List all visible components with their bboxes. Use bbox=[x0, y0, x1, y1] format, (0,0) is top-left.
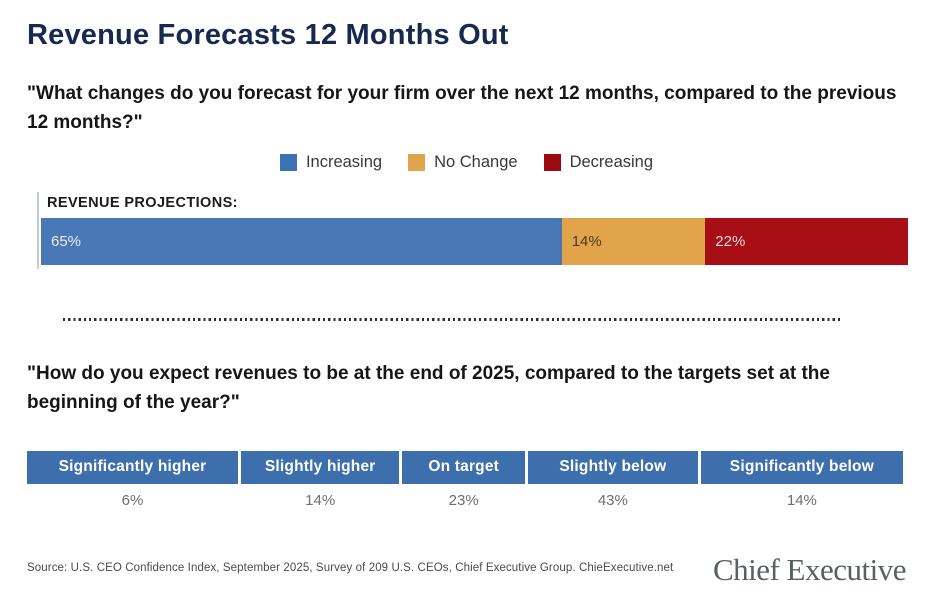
bar-segment-decreasing: 22% bbox=[705, 217, 908, 265]
table-value-significantly-higher: 6% bbox=[121, 492, 144, 510]
footer: Source: U.S. CEO Confidence Index, Septe… bbox=[27, 551, 907, 588]
chief-executive-logo: Chief Executive bbox=[712, 551, 907, 587]
legend-label-increasing: Increasing bbox=[305, 152, 383, 171]
legend-swatch-no-change-icon bbox=[408, 153, 426, 171]
legend-swatch-increasing-icon bbox=[279, 153, 297, 171]
table-header-significantly-below: Significantly below bbox=[700, 450, 903, 484]
table-header-slightly-higher: Slightly higher bbox=[240, 450, 400, 484]
table-header-row: Significantly higher Slightly higher On … bbox=[27, 450, 903, 484]
table-value-row: 6% 14% 23% 43% 14% bbox=[27, 488, 903, 514]
bar-value-decreasing: 22% bbox=[715, 232, 746, 250]
legend-item-increasing: Increasing bbox=[279, 152, 383, 172]
bar-chart-category-label: REVENUE PROJECTIONS: bbox=[47, 194, 238, 211]
revenue-targets-table: Significantly higher Slightly higher On … bbox=[27, 450, 903, 514]
survey-question-1: "What changes do you forecast for your f… bbox=[27, 83, 897, 134]
table-value-slightly-below: 43% bbox=[597, 492, 628, 510]
table-value-on-target: 23% bbox=[448, 492, 479, 510]
table-header-on-target: On target bbox=[402, 450, 525, 484]
revenue-projections-chart: REVENUE PROJECTIONS: 65% 14% 22% bbox=[37, 191, 908, 269]
table-header-slightly-below: Slightly below bbox=[527, 450, 698, 484]
page-title: Revenue Forecasts 12 Months Out bbox=[27, 19, 509, 51]
bar-segment-no-change: 14% bbox=[561, 217, 706, 265]
chart-legend: Increasing No Change Decreasing bbox=[27, 153, 906, 172]
stacked-bar: 65% 14% 22% bbox=[41, 217, 908, 265]
table-header-significantly-higher: Significantly higher bbox=[27, 450, 238, 484]
legend-item-decreasing: Decreasing bbox=[543, 152, 654, 172]
table-value-significantly-below: 14% bbox=[786, 492, 817, 510]
legend-swatch-decreasing-icon bbox=[543, 153, 561, 171]
bar-value-increasing: 65% bbox=[51, 232, 82, 250]
legend-label-decreasing: Decreasing bbox=[569, 152, 654, 171]
legend-label-no-change: No Change bbox=[434, 152, 518, 171]
bar-value-no-change: 14% bbox=[571, 232, 602, 250]
dotted-divider bbox=[63, 317, 843, 321]
legend-item-no-change: No Change bbox=[408, 152, 518, 172]
table-value-slightly-higher: 14% bbox=[305, 492, 336, 510]
bar-segment-increasing: 65% bbox=[41, 217, 562, 265]
survey-question-2: "How do you expect revenues to be at the… bbox=[27, 362, 830, 414]
source-attribution: Source: U.S. CEO Confidence Index, Septe… bbox=[27, 561, 674, 574]
